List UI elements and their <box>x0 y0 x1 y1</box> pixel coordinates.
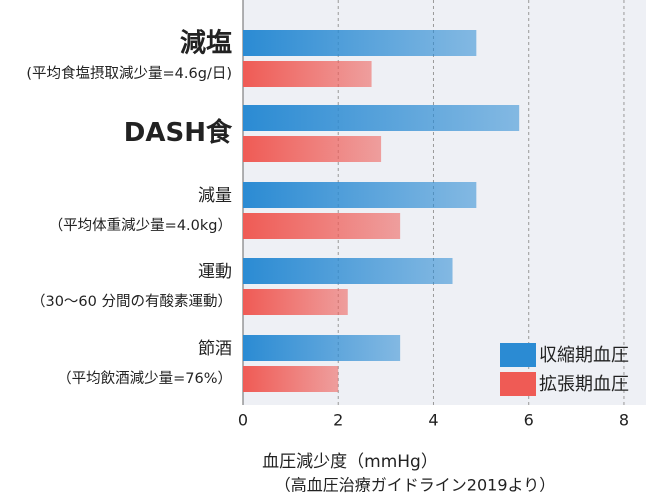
source: （高血圧治療ガイドライン2019より） <box>275 476 555 495</box>
legend-label: 収縮期血圧 <box>539 345 629 366</box>
category-label: 節酒 <box>198 339 232 359</box>
bar <box>243 258 453 284</box>
category-note: （平均体重減少量=4.0kg） <box>49 217 232 234</box>
x-tick-label: 4 <box>428 411 438 430</box>
bar <box>243 105 519 131</box>
bar <box>243 182 476 208</box>
category-note: （30～60 分間の有酸素運動） <box>31 293 232 310</box>
x-axis-label: 血圧減少度（mmHg） <box>262 452 438 472</box>
category-label: 減量 <box>198 186 232 206</box>
legend-swatch <box>500 372 536 396</box>
category-note: (平均食塩摂取減少量=4.6g/日) <box>26 65 232 82</box>
bar <box>243 61 372 87</box>
x-tick-label: 0 <box>238 411 248 430</box>
category-note: （平均飲酒減少量=76%） <box>57 370 232 387</box>
x-tick-label: 2 <box>333 411 343 430</box>
x-tick-label: 8 <box>619 411 629 430</box>
legend-swatch <box>500 343 536 367</box>
category-label: 運動 <box>198 262 232 282</box>
legend-label: 拡張期血圧 <box>539 374 629 395</box>
bar <box>243 335 400 361</box>
bar <box>243 366 338 392</box>
category-label: 減塩 <box>180 29 232 59</box>
bar <box>243 136 381 162</box>
category-label: DASH食 <box>124 117 233 148</box>
bar <box>243 30 476 56</box>
bar <box>243 213 400 239</box>
chart: 血圧減少度（mmHg） （高血圧治療ガイドライン2019より） 0 2 4 6 8 減塩 (… <box>0 0 646 497</box>
bar <box>243 289 348 315</box>
x-tick-label: 6 <box>524 411 534 430</box>
